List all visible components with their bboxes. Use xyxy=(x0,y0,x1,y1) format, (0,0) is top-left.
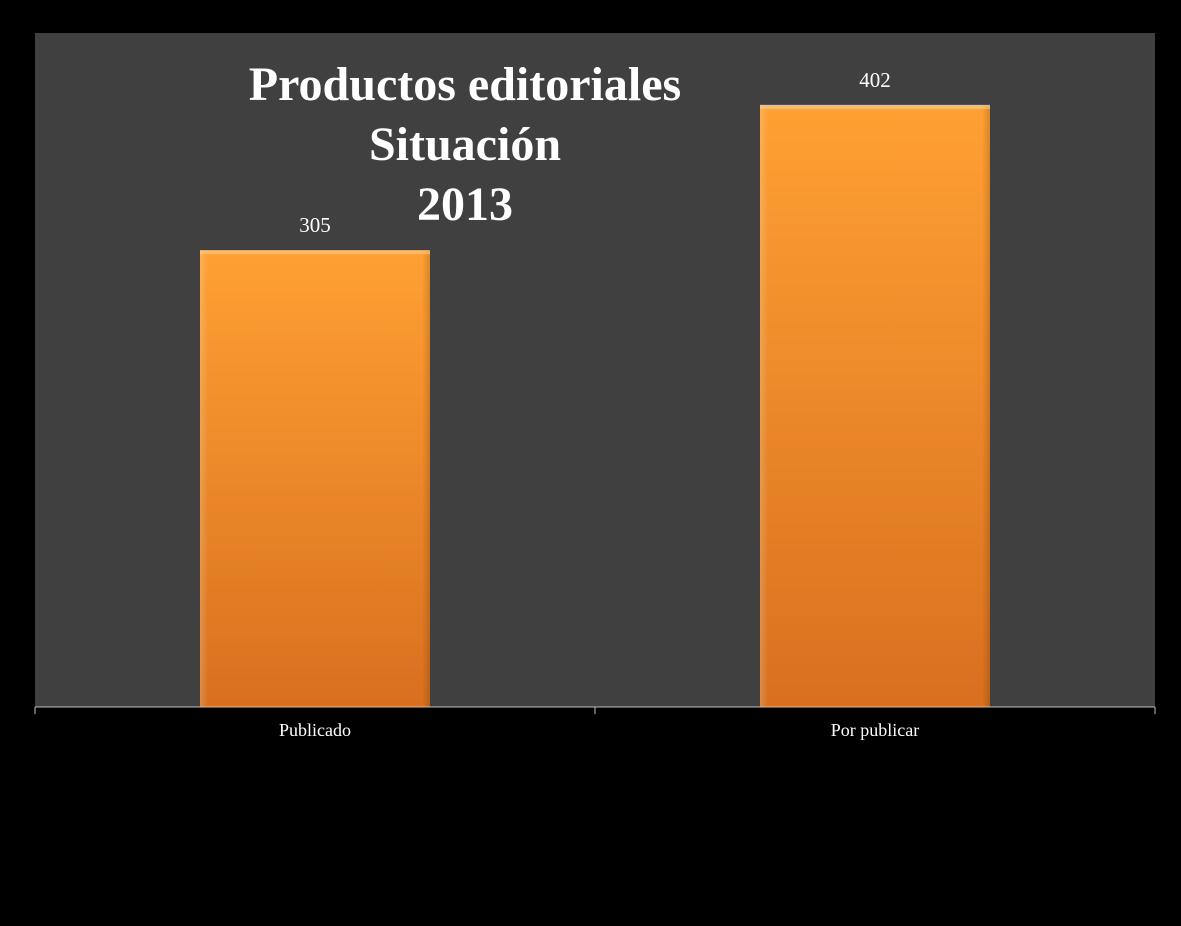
bar xyxy=(760,104,990,708)
x-axis xyxy=(34,706,1156,714)
data-label: 402 xyxy=(859,68,891,92)
bar-top-highlight xyxy=(200,250,430,255)
chart-title-line: 2013 xyxy=(417,178,513,231)
data-labels: 305 402 xyxy=(299,68,891,237)
bar-bevel-right xyxy=(982,104,990,708)
bar-bevel-right xyxy=(422,250,430,707)
data-label: 305 xyxy=(299,213,331,237)
x-tick-label: Por publicar xyxy=(831,720,919,740)
bar-bevel-left xyxy=(200,250,208,707)
chart-title-line: Productos editoriales xyxy=(249,58,681,111)
chart-title-line: Situación xyxy=(369,118,561,171)
x-tick-labels: Publicado Por publicar xyxy=(279,720,919,740)
bars xyxy=(200,104,990,708)
bar-bevel-left xyxy=(760,104,768,708)
bar-top-highlight xyxy=(760,104,990,109)
bar-body xyxy=(760,104,990,708)
bar-body xyxy=(200,250,430,707)
chart-title: Productos editoriales Situación 2013 xyxy=(249,58,681,231)
bar xyxy=(200,250,430,707)
x-tick-label: Publicado xyxy=(279,720,351,740)
